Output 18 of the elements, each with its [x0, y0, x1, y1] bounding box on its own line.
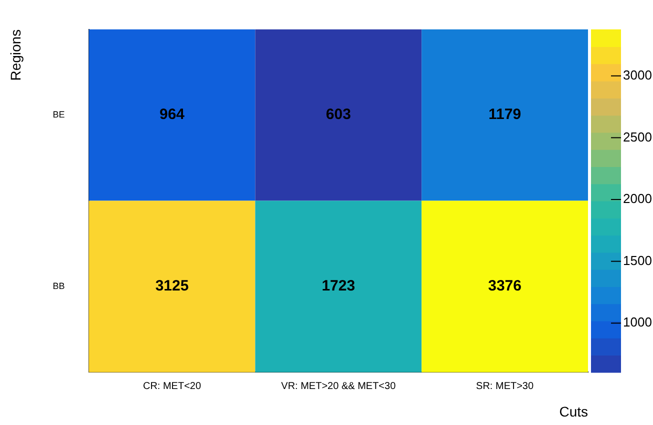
data-label: 3125: [155, 278, 189, 295]
data-label: 603: [326, 106, 351, 124]
x-tick-label: SR: MET>30: [476, 380, 534, 392]
data-label: 1723: [322, 278, 356, 295]
color-bar-label: 2500: [623, 129, 652, 144]
x-axis-title: Cuts: [559, 403, 588, 420]
color-bar-label: 3000: [623, 67, 652, 82]
color-bar-label: 1500: [623, 252, 652, 268]
color-bar-label: 2000: [623, 191, 652, 206]
data-label: 964: [159, 106, 186, 124]
y-tick-label: BB: [52, 280, 65, 291]
x-tick-label: VR: MET>20 && MET<30: [281, 380, 396, 392]
x-tick-label: CR: MET<20: [142, 380, 202, 392]
y-axis-title: Regions: [7, 29, 24, 81]
data-label: 1179: [488, 106, 522, 124]
color-bar-label: 1000: [623, 314, 652, 330]
y-tick-label: BE: [52, 110, 65, 120]
data-label: 3376: [488, 278, 522, 295]
